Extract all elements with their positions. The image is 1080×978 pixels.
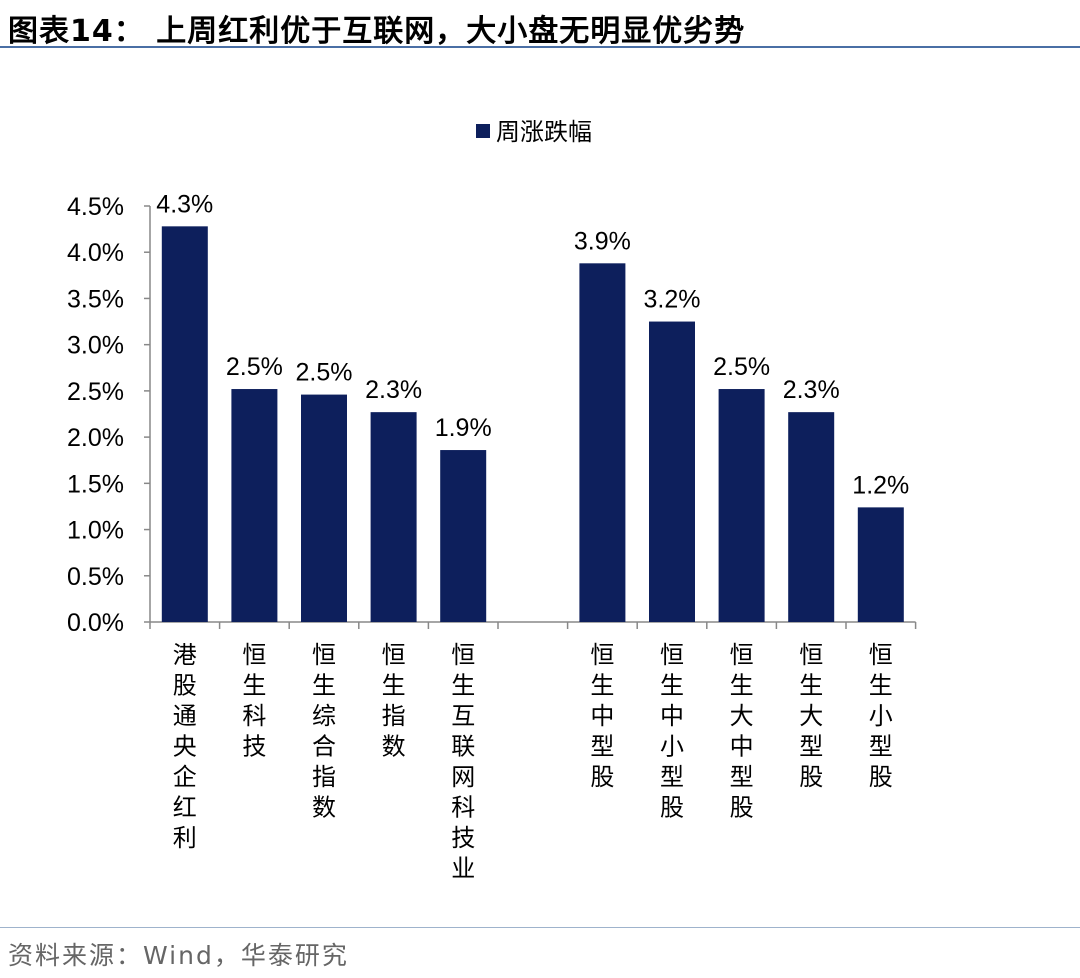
x-category-label: 恒生小型股 xyxy=(869,641,893,791)
bar xyxy=(579,263,626,622)
bar xyxy=(301,394,347,622)
data-label: 1.9% xyxy=(435,414,492,442)
y-tick-label: 4.0% xyxy=(67,239,124,267)
data-label: 2.5% xyxy=(296,359,353,387)
y-tick-label: 0.0% xyxy=(67,609,124,637)
x-category-label: 恒生综合指数 xyxy=(312,641,336,822)
x-category-label: 恒生大中型股 xyxy=(730,641,754,822)
bar xyxy=(231,389,278,622)
legend: 周涨跌幅 xyxy=(476,118,592,146)
y-tick-label: 1.0% xyxy=(67,517,124,545)
bar xyxy=(649,321,695,622)
y-tick-label: 0.5% xyxy=(67,563,124,591)
legend-swatch xyxy=(476,124,490,138)
y-tick-label: 3.5% xyxy=(67,285,124,313)
bar-chart: 周涨跌幅 0.0% 0.5% 1.0% 1.5% 2.0% 2.5% 3.0% 3.5% 4.0%… xyxy=(67,118,917,883)
title-divider xyxy=(0,46,1080,48)
bar xyxy=(718,389,765,622)
x-category-label: 港股通央企红利 xyxy=(173,641,197,852)
y-tick-label: 1.5% xyxy=(67,470,124,498)
data-label: 2.3% xyxy=(365,376,422,404)
x-category-label: 恒生指数 xyxy=(382,641,406,761)
y-tick-label: 2.5% xyxy=(67,378,124,406)
source-note: 资料来源：Wind，华泰研究 xyxy=(8,941,349,970)
data-label: 3.9% xyxy=(574,227,631,255)
x-category-label: 恒生中型股 xyxy=(590,641,614,791)
bar xyxy=(440,450,487,622)
bar xyxy=(370,412,417,622)
bar xyxy=(788,412,835,622)
bar xyxy=(161,226,208,623)
data-label: 1.2% xyxy=(852,471,909,499)
x-category-label: 恒生大型股 xyxy=(799,641,823,791)
data-label: 2.5% xyxy=(226,353,283,381)
y-tick-label: 2.0% xyxy=(67,424,124,452)
data-label: 3.2% xyxy=(644,286,701,314)
source-divider xyxy=(0,927,1080,928)
y-tick-label: 3.0% xyxy=(67,332,124,360)
data-label: 4.3% xyxy=(156,190,213,218)
x-category-label: 恒生科技 xyxy=(242,641,266,761)
bar xyxy=(857,507,904,622)
y-tick-label: 4.5% xyxy=(67,193,124,221)
x-category-label: 恒生互联网科技业 xyxy=(451,641,475,883)
legend-label: 周涨跌幅 xyxy=(496,118,592,146)
data-label: 2.5% xyxy=(713,353,770,381)
chart-title: 图表14： 上周红利优于互联网，大小盘无明显优劣势 xyxy=(8,14,746,49)
x-category-label: 恒生中小型股 xyxy=(660,641,684,822)
data-label: 2.3% xyxy=(783,376,840,404)
